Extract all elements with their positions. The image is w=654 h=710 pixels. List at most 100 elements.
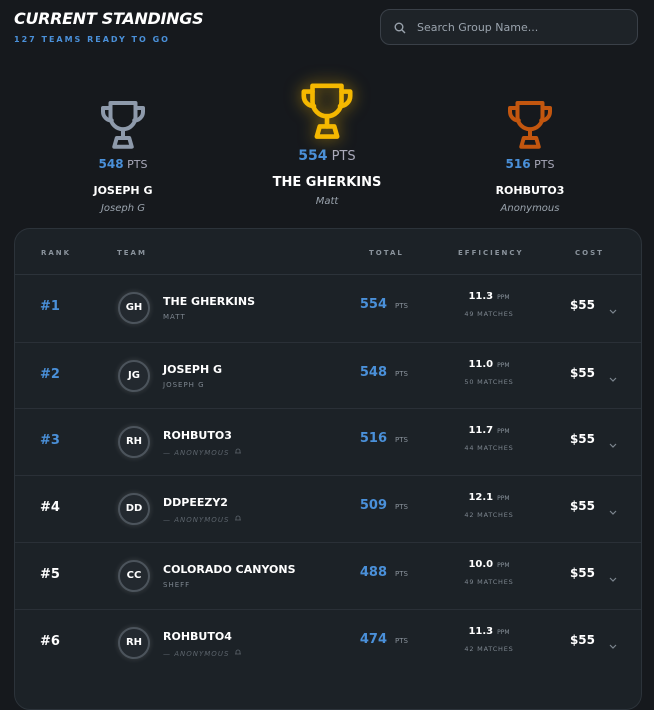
rank: #2 xyxy=(40,366,60,382)
table-row: #5 CC COLORADO CANYONS SHEFF 488 PTS 10.0 PPM 49… xyxy=(15,541,641,609)
search-placeholder: Search Group Name... xyxy=(417,21,539,34)
total-points: 548 xyxy=(359,364,387,380)
points-unit: PTS xyxy=(331,148,356,164)
avatar: JG xyxy=(118,359,150,392)
total-points: 516 xyxy=(359,431,387,447)
efficiency-unit: PPM xyxy=(497,361,510,369)
podium-points: 516 PTS xyxy=(430,157,630,171)
efficiency: 10.0 PPM xyxy=(435,559,543,570)
matches: 49 MATCHES xyxy=(464,310,514,318)
column-header: TOTAL xyxy=(369,249,404,257)
expand-chevron[interactable] xyxy=(608,569,618,588)
cost: $55 xyxy=(569,632,595,647)
total-points: 488 xyxy=(359,564,387,580)
team-name: JOSEPH G xyxy=(163,362,223,376)
cost: $55 xyxy=(569,565,595,580)
trophy-icon xyxy=(101,101,145,149)
cost: $55 xyxy=(569,298,595,312)
chevron-icon xyxy=(609,443,617,449)
cost: $55 xyxy=(569,365,595,380)
avatar: GH xyxy=(118,292,150,324)
total-unit: PTS xyxy=(395,369,408,378)
owner-name: — ANONYMOUS xyxy=(163,648,242,658)
chevron-icon xyxy=(609,377,617,382)
table-row: #3 RH ROHBUTO3 — ANONYMOUS 516 PTS 11.7 PPM 44 M… xyxy=(15,408,641,475)
podium-team: ROHBUTO3 xyxy=(495,184,565,197)
chevron-icon xyxy=(609,309,617,314)
bell-icon xyxy=(235,515,242,521)
table-row: #2 JG JOSEPH G JOSEPH G 548 PTS 11.0 PPM 50 MATC… xyxy=(15,341,641,409)
points-value: 554 xyxy=(298,147,328,164)
search-box[interactable]: Search Group Name... xyxy=(380,9,638,45)
podium-points: 548 PTS xyxy=(23,157,223,171)
rank: #1 xyxy=(40,299,60,314)
team-name: COLORADO CANYONS xyxy=(163,562,296,576)
page: CURRENT STANDINGS 127 TEAMS READY TO GO … xyxy=(14,9,642,710)
rank: #6 xyxy=(40,633,60,649)
efficiency: 11.3 PPM xyxy=(435,626,543,637)
cost: $55 xyxy=(569,499,595,514)
efficiency-unit: PPM xyxy=(497,294,510,301)
divider xyxy=(15,274,641,275)
efficiency-value: 11.3 xyxy=(468,625,494,637)
table-row: #1 GH THE GHERKINS MATT 554 PTS 11.3 PPM 49 MATC… xyxy=(15,275,641,341)
efficiency-value: 11.7 xyxy=(468,425,494,437)
efficiency-value: 12.1 xyxy=(468,492,494,504)
expand-chevron[interactable] xyxy=(608,636,618,655)
trophy-icon xyxy=(301,83,353,139)
avatar: DD xyxy=(118,493,150,526)
efficiency: 11.0 PPM xyxy=(435,359,543,370)
podium-owner: Matt xyxy=(315,195,339,207)
efficiency-unit: PPM xyxy=(497,628,510,636)
expand-chevron[interactable] xyxy=(608,369,618,388)
points-unit: PTS xyxy=(534,158,555,171)
owner-name: SHEFF xyxy=(163,580,191,589)
rank: #3 xyxy=(40,433,60,449)
podium-item: 548 PTS JOSEPH G Joseph G xyxy=(23,98,223,214)
column-header: TEAM xyxy=(117,249,147,257)
expand-chevron[interactable] xyxy=(608,435,618,454)
podium-owner: Anonymous xyxy=(500,203,560,214)
podium-team: THE GHERKINS xyxy=(272,174,382,190)
rank: #4 xyxy=(40,500,60,516)
chevron-icon xyxy=(609,510,617,515)
total-unit: PTS xyxy=(395,503,408,512)
total-unit: PTS xyxy=(395,569,408,578)
efficiency: 11.3 PPM xyxy=(435,291,543,302)
avatar: CC xyxy=(118,559,150,592)
podium-owner: Joseph G xyxy=(100,203,146,214)
podium-item: 516 PTS ROHBUTO3 Anonymous xyxy=(430,98,630,214)
bell-icon xyxy=(235,649,242,654)
owner-name: — ANONYMOUS xyxy=(163,447,242,457)
efficiency-value: 11.0 xyxy=(468,358,494,370)
expand-chevron[interactable] xyxy=(608,301,618,320)
efficiency-value: 10.0 xyxy=(468,558,494,570)
team-name: ROHBUTO4 xyxy=(163,629,232,643)
column-header: EFFICIENCY xyxy=(458,249,524,257)
efficiency-unit: PPM xyxy=(497,561,510,569)
points-value: 548 xyxy=(98,157,124,171)
total-points: 474 xyxy=(359,631,387,647)
table-row: #6 RH ROHBUTO4 — ANONYMOUS 474 PTS 11.3 PPM 42 M… xyxy=(15,608,641,676)
total-unit: PTS xyxy=(395,302,408,310)
title: CURRENT STANDINGS xyxy=(14,9,204,28)
total-unit: PTS xyxy=(395,636,408,645)
efficiency-unit: PPM xyxy=(497,428,510,436)
table-row: #4 DD DDPEEZY2 — ANONYMOUS 509 PTS 12.1 PPM 42 M… xyxy=(15,475,641,542)
trophy-icon xyxy=(508,101,552,149)
matches: 49 MATCHES xyxy=(464,577,514,586)
points-unit: PTS xyxy=(127,158,148,171)
column-header: RANK xyxy=(41,249,72,257)
bell-icon xyxy=(235,449,242,454)
avatar: RH xyxy=(118,626,150,659)
matches: 42 MATCHES xyxy=(464,644,514,653)
matches: 42 MATCHES xyxy=(464,511,514,520)
total-unit: PTS xyxy=(395,436,408,445)
efficiency: 12.1 PPM xyxy=(435,492,543,503)
standings-table: RANK TEAM TOTAL EFFICIENCY COST #1 GH THE GHERK… xyxy=(14,228,642,710)
podium-item: 554 PTS THE GHERKINS Matt xyxy=(227,80,427,207)
expand-chevron[interactable] xyxy=(608,502,618,521)
team-name: THE GHERKINS xyxy=(163,295,256,308)
search-icon xyxy=(394,22,406,34)
rank: #5 xyxy=(40,566,60,582)
